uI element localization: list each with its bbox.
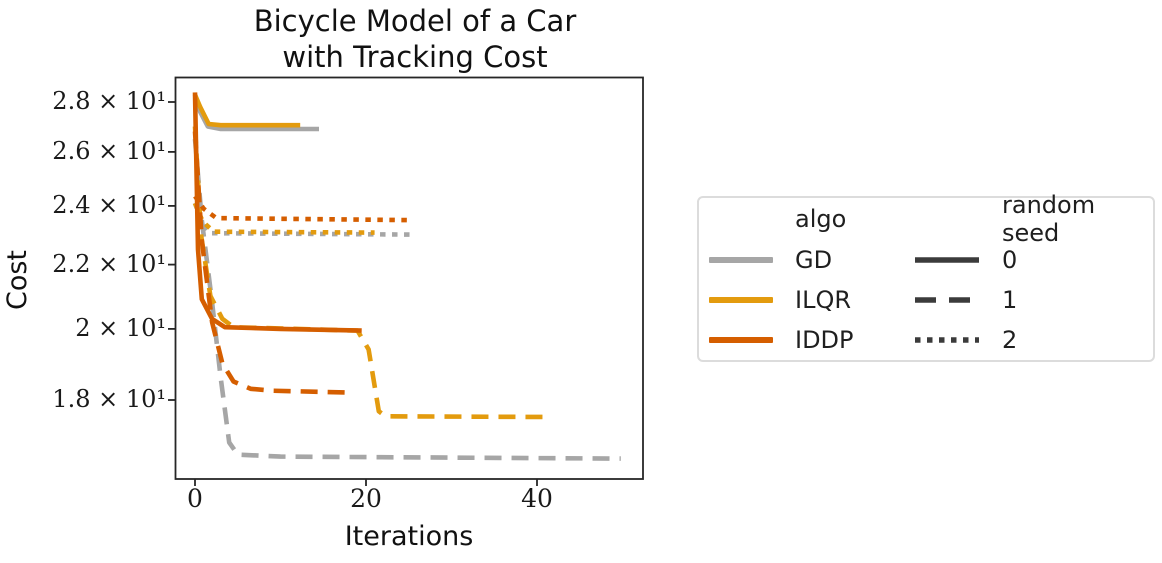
series-ilqr-seed2: [192, 202, 375, 235]
y-axis-label: Cost: [2, 249, 33, 311]
y-tick-label: 1.8 × 10¹: [52, 385, 166, 413]
chart-title-line1: Bicycle Model of a Car: [253, 4, 577, 38]
axes-frame: [174, 76, 644, 480]
x-tick-label: 20: [350, 484, 382, 513]
legend-swatch-gd: [709, 257, 795, 263]
series-ilqr-seed0: [192, 93, 301, 128]
series-ilqr-seed1: [192, 126, 550, 420]
legend-label-iddp: IDDP: [795, 326, 854, 354]
y-tick-label: 2.2 × 10¹: [52, 250, 166, 278]
legend-label-gd: GD: [795, 246, 833, 274]
x-tick-label: 40: [521, 484, 553, 513]
legend-seed-header: random seed: [1002, 191, 1096, 247]
legend-swatch-seed0: [914, 256, 1002, 264]
y-tick-label: 2.8 × 10¹: [52, 87, 166, 115]
chart-title-line2: with Tracking Cost: [282, 40, 548, 74]
series-iddp-seed1: [192, 131, 348, 395]
series-iddp-seed2: [193, 194, 409, 223]
y-tick-label: 2 × 10¹: [75, 314, 166, 342]
legend-label-ilqr: ILQR: [795, 286, 852, 314]
x-tick-label: 0: [187, 484, 203, 513]
cost-vs-iterations-plot: [168, 76, 644, 486]
legend-swatch-seed2: [914, 336, 1002, 344]
legend: algo random seed GD 0 ILQR 1 IDDP 2: [697, 191, 1155, 362]
y-tick-label: 2.6 × 10¹: [52, 137, 166, 165]
series-gd-seed1: [192, 138, 621, 461]
legend-swatch-iddp: [709, 337, 795, 343]
y-tick-label: 2.4 × 10¹: [52, 191, 166, 219]
x-axis-label: Iterations: [344, 521, 474, 552]
legend-label-seed2: 2: [1002, 326, 1018, 354]
legend-swatch-ilqr: [709, 297, 795, 303]
tick-marks: [168, 101, 538, 486]
series-iddp-seed0: [192, 92, 362, 333]
legend-algo-header: algo: [795, 205, 847, 233]
curves: [192, 92, 621, 461]
legend-label-seed0: 0: [1002, 246, 1018, 274]
legend-swatch-seed1: [914, 296, 1002, 304]
legend-label-seed1: 1: [1002, 286, 1018, 314]
